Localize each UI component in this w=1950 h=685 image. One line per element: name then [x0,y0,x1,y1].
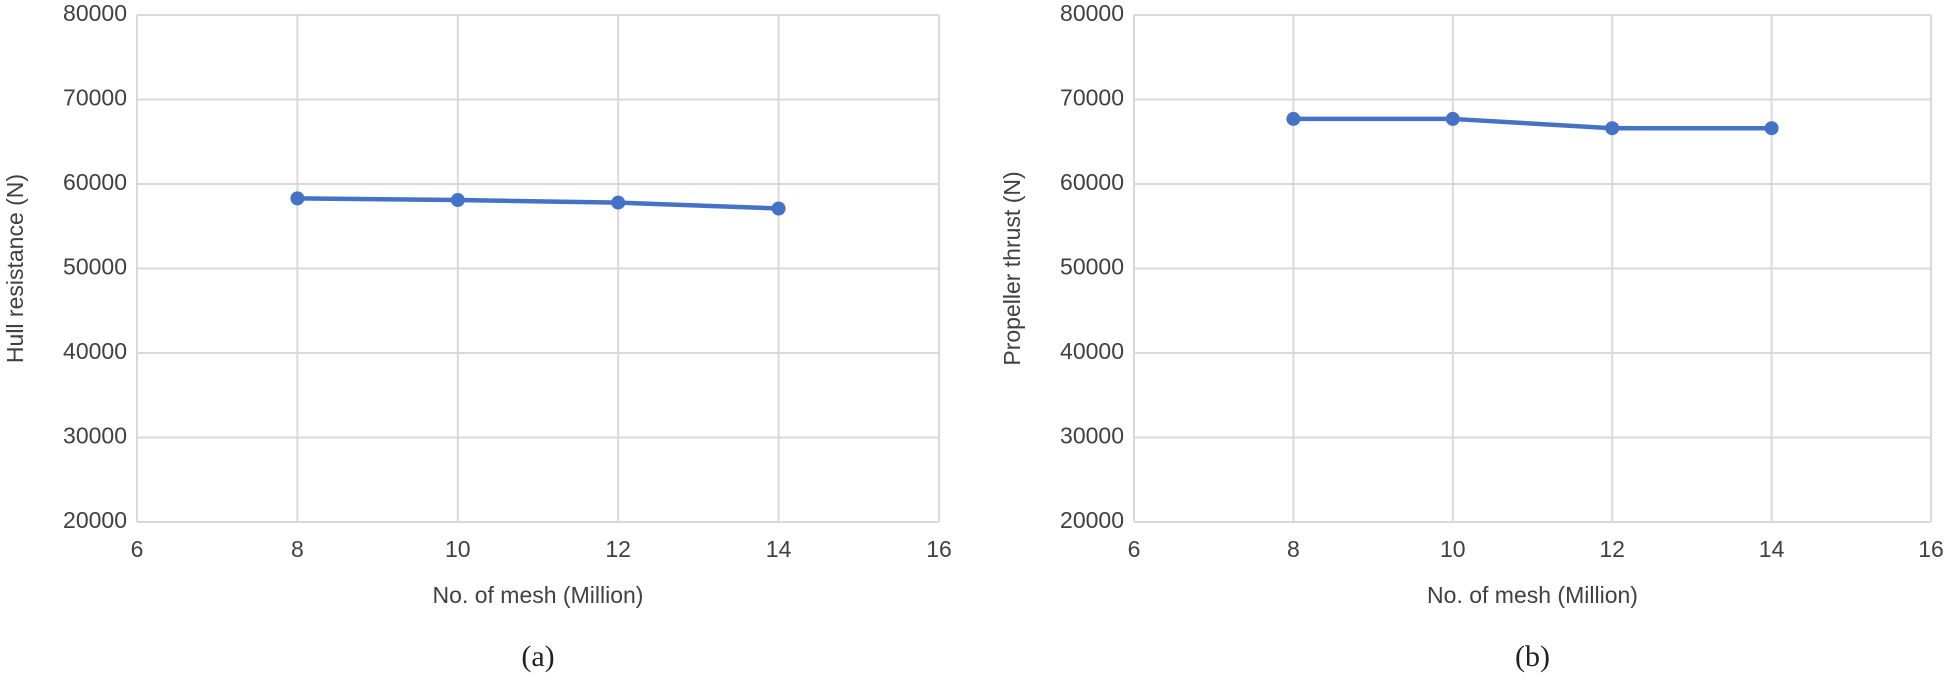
data-line [1293,116,1772,131]
x-axis-label: No. of mesh (Million) [1427,582,1638,608]
y-tick-label: 40000 [63,338,127,364]
data-point [1605,121,1620,136]
x-tick-label: 12 [605,536,631,562]
x-tick-label: 10 [445,536,471,562]
x-tick-label: 6 [1128,536,1141,562]
y-tick-label: 60000 [1060,169,1124,195]
y-tick-label: 50000 [63,254,127,280]
y-tick-label: 80000 [63,0,127,26]
x-tick-label: 12 [1599,536,1625,562]
y-tick-label: 30000 [63,423,127,449]
y-tick-label: 60000 [63,169,127,195]
data-point [450,193,465,208]
y-tick-label: 30000 [1060,423,1124,449]
y-axis-label: Hull resistance (N) [2,174,28,363]
x-tick-label: 8 [1287,536,1300,562]
caption: (b) [1515,640,1550,673]
data-point [1286,111,1301,126]
x-tick-label: 14 [766,536,792,562]
x-tick-label: 10 [1440,536,1466,562]
y-tick-label: 70000 [63,85,127,111]
data-point [290,191,305,206]
x-tick-label: 16 [1918,536,1944,562]
data-point [771,201,786,216]
y-axis-label: Propeller thrust (N) [999,171,1025,365]
y-tick-label: 80000 [1060,0,1124,26]
x-tick-label: 6 [131,536,144,562]
data-point [611,195,626,210]
x-tick-label: 8 [291,536,304,562]
x-tick-label: 14 [1759,536,1785,562]
y-tick-label: 20000 [63,507,127,533]
y-tick-label: 40000 [1060,338,1124,364]
y-tick-label: 70000 [1060,85,1124,111]
data-point [1445,111,1460,126]
data-point [1764,121,1779,136]
data-line [297,196,779,211]
caption: (a) [521,640,554,673]
x-tick-label: 16 [926,536,952,562]
y-tick-label: 50000 [1060,254,1124,280]
y-tick-label: 20000 [1060,507,1124,533]
x-axis-label: No. of mesh (Million) [433,582,644,608]
